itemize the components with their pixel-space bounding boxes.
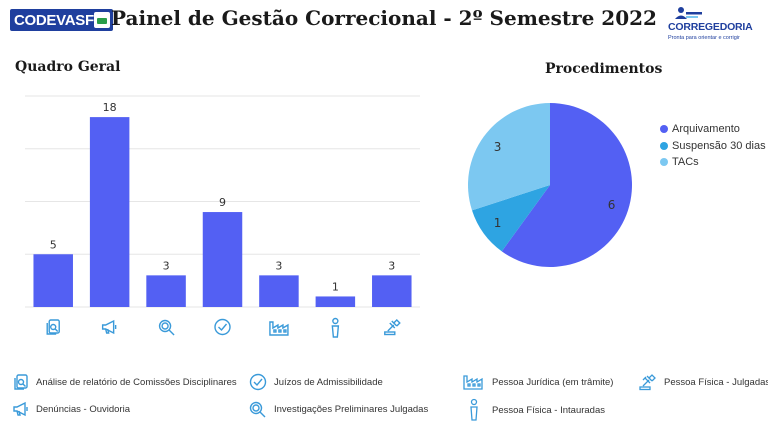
person-icon — [331, 317, 340, 338]
bar-value-label: 9 — [219, 196, 226, 209]
check-icon — [214, 318, 231, 336]
pie-legend-item-arquivamento: Arquivamento — [660, 121, 766, 138]
pie-slice-suspensao — [472, 185, 550, 252]
pie-value-label: 3 — [494, 140, 502, 154]
legend-label: Denúncias - Ouvidoria — [36, 403, 130, 415]
bar — [33, 254, 73, 307]
pie-chart-title: Procedimentos — [545, 61, 663, 77]
bar — [315, 296, 356, 307]
pie-legend-label: Suspensão 30 dias — [672, 139, 766, 152]
person-icon — [470, 398, 478, 421]
bar-value-label: 3 — [388, 259, 395, 272]
bar — [146, 275, 186, 307]
codevasf-logo-text: CODEVASF — [14, 11, 94, 29]
legend-item-investigacoes: Investigações Preliminares Julgadas — [248, 400, 428, 418]
megaphone-icon — [13, 401, 28, 417]
corregedoria-logo-slogan: Pronta para orientar e corrigir — [668, 35, 740, 41]
bar-value-label: 5 — [50, 238, 57, 251]
magnifier-icon — [249, 401, 266, 418]
legend-item-denuncias: Denúncias - Ouvidoria — [12, 400, 130, 418]
bar-value-label: 1 — [332, 280, 339, 293]
corregedoria-logo: CORREGEDORIA Pronta para orientar e corr… — [668, 6, 760, 48]
bar — [89, 117, 130, 307]
pie-legend-dot — [660, 125, 668, 134]
legend-item-pessoa-fisica-instauradas: Pessoa Física - Intauradas — [462, 398, 605, 422]
bar-chart-title: Quadro Geral — [15, 59, 121, 75]
megaphone-icon — [101, 319, 117, 335]
pie-legend-item-suspensao: Suspensão 30 dias — [660, 138, 766, 155]
document-icon — [14, 374, 28, 390]
bar-chart: 5 18 3 9 3 1 3 — [25, 95, 420, 338]
factory-icon — [463, 375, 483, 390]
pie-legend-dot — [660, 158, 668, 167]
corregedoria-emblem-icon — [675, 7, 702, 19]
codevasf-logo: CODEVASF — [10, 9, 113, 31]
bar — [372, 275, 412, 307]
pie-slice-tacs — [468, 103, 550, 211]
legend-label: Pessoa Física - Intauradas — [492, 404, 605, 416]
legend-label: Pessoa Jurídica (em trâmite) — [492, 376, 614, 388]
codevasf-logo-mark-icon — [94, 12, 110, 28]
corregedoria-logo-name: CORREGEDORIA — [668, 21, 753, 33]
legend-item-pessoa-juridica: Pessoa Jurídica (em trâmite) — [462, 373, 613, 391]
bar — [202, 212, 243, 307]
bar-value-label: 3 — [275, 259, 282, 272]
legend-label: Investigações Preliminares Julgadas — [274, 403, 429, 415]
magnifier-icon — [158, 319, 175, 336]
factory-icon — [269, 321, 289, 336]
pie-legend-item-tacs: TACs — [660, 154, 766, 171]
pie-legend-dot — [660, 141, 668, 150]
pie-slice-arquivamento — [501, 103, 632, 267]
legend-label: Pessoa Física - Julgadas — [664, 376, 768, 388]
legend-label: Análise de relatório de Comissões Discip… — [36, 376, 237, 388]
pie-chart: 6 1 3 — [468, 103, 632, 267]
pie-value-label: 1 — [494, 216, 502, 230]
check-icon — [249, 373, 267, 391]
legend-item-analise: Análise de relatório de Comissões Discip… — [12, 373, 237, 391]
gavel-icon — [384, 319, 401, 336]
document-icon — [46, 319, 60, 335]
pie-legend-label: TACs — [672, 156, 699, 169]
pie-value-label: 6 — [608, 198, 616, 212]
pie-legend: Arquivamento Suspensão 30 dias TACs — [660, 121, 766, 171]
gavel-icon — [639, 374, 656, 391]
pie-legend-label: Arquivamento — [672, 123, 740, 136]
legend-item-pessoa-fisica-julgadas: Pessoa Física - Julgadas — [638, 373, 768, 391]
bar-value-label: 18 — [103, 101, 117, 114]
legend-label: Juízos de Admissibilidade — [274, 376, 383, 388]
page-title: Painel de Gestão Correcional - 2º Semest… — [111, 6, 657, 30]
bar-value-label: 3 — [163, 259, 170, 272]
legend-item-juizos: Juízos de Admissibilidade — [248, 373, 383, 391]
bar — [259, 275, 299, 307]
